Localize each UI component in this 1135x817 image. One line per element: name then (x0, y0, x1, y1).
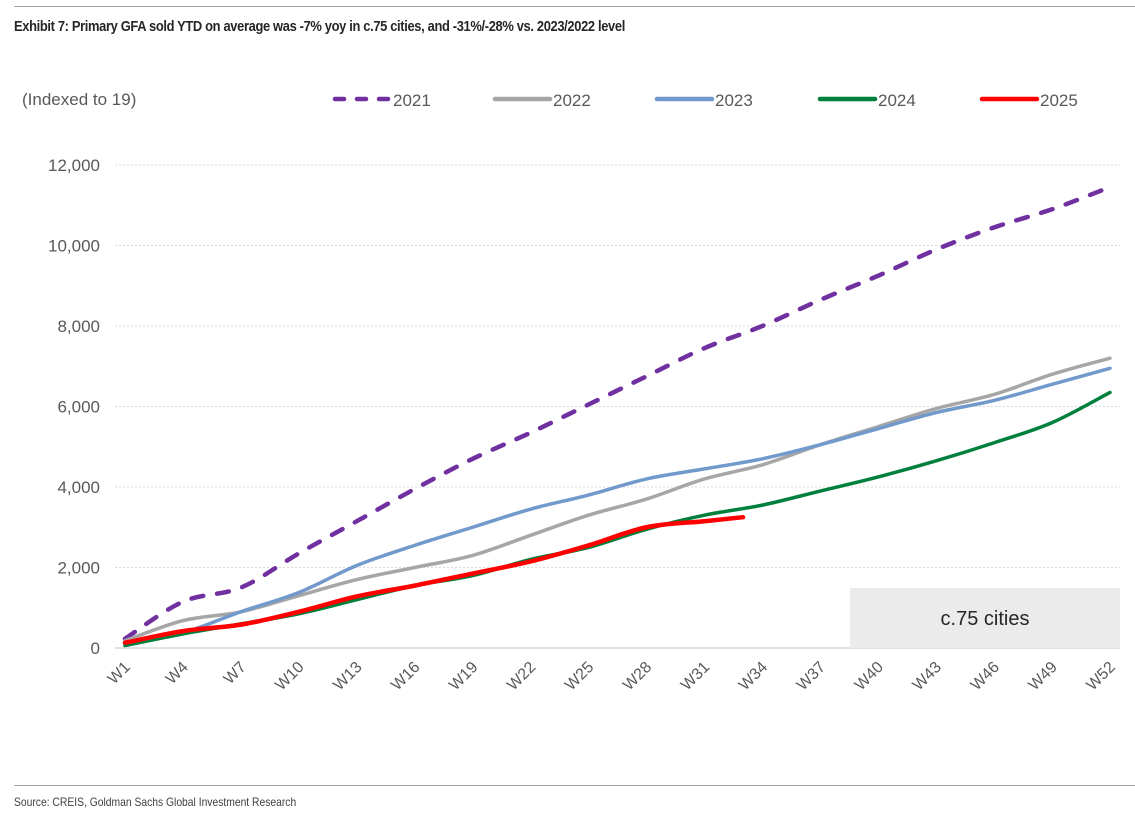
legend-label-2022: 2022 (553, 91, 591, 110)
x-tick-label: W49 (1026, 659, 1061, 694)
x-tick-label: W31 (678, 659, 713, 694)
y-tick-label: 12,000 (48, 156, 100, 175)
top-rule (14, 6, 1135, 7)
bottom-rule (14, 785, 1135, 786)
x-tick-label: W13 (330, 659, 365, 694)
legend-label-2025: 2025 (1040, 91, 1078, 110)
x-tick-label: W25 (562, 659, 597, 694)
annotation-box (850, 588, 1120, 648)
y-tick-label: 4,000 (57, 478, 100, 497)
series-line-2022 (123, 356, 1112, 643)
gridlines (115, 164, 1120, 568)
x-tick-label: W4 (163, 659, 192, 688)
series-line-2021 (122, 184, 1113, 641)
x-tick-label: W7 (221, 659, 250, 688)
x-axis: W1 W4 W7 W10 W13 W16 W19 W22 W25 W28 W31 W34 W37 W40 W… (105, 659, 1119, 694)
x-tick-label: W28 (620, 659, 655, 694)
x-tick-label: W46 (968, 659, 1003, 694)
legend-label-2024: 2024 (878, 91, 916, 110)
y-tick-label: 6,000 (57, 398, 100, 417)
x-tick-label: W37 (794, 659, 829, 694)
x-tick-label: W43 (910, 659, 945, 694)
x-tick-label: W16 (388, 659, 423, 694)
annotation-label: c.75 cities (941, 608, 1030, 630)
x-tick-label: W10 (272, 659, 307, 694)
line-chart: 0 2,000 4,000 6,000 8,000 10,000 12,000 W1 W4 W7… (22, 90, 1120, 694)
series-line-2025 (122, 514, 746, 646)
legend-label-2023: 2023 (715, 91, 753, 110)
series-lines (122, 184, 1113, 648)
x-tick-label: W40 (852, 659, 887, 694)
x-tick-label: W19 (446, 659, 481, 694)
source-note: Source: CREIS, Goldman Sachs Global Inve… (14, 795, 297, 809)
x-tick-label: W1 (105, 659, 134, 688)
series-line-2023 (123, 366, 1112, 645)
legend-label-2021: 2021 (393, 91, 431, 110)
y-tick-label: 8,000 (57, 317, 100, 336)
y-tick-label: 0 (91, 639, 100, 658)
y-tick-label: 10,000 (48, 237, 100, 256)
y-tick-label: 2,000 (57, 559, 100, 578)
y-axis: 0 2,000 4,000 6,000 8,000 10,000 12,000 (48, 156, 1120, 658)
x-tick-label: W34 (736, 659, 771, 694)
x-tick-label: W52 (1084, 659, 1119, 694)
y-axis-label: (Indexed to 19) (22, 90, 136, 109)
x-tick-label: W22 (504, 659, 539, 694)
exhibit-title: Exhibit 7: Primary GFA sold YTD on avera… (14, 18, 625, 35)
legend: 2021 2022 2023 2024 2025 (332, 91, 1078, 110)
